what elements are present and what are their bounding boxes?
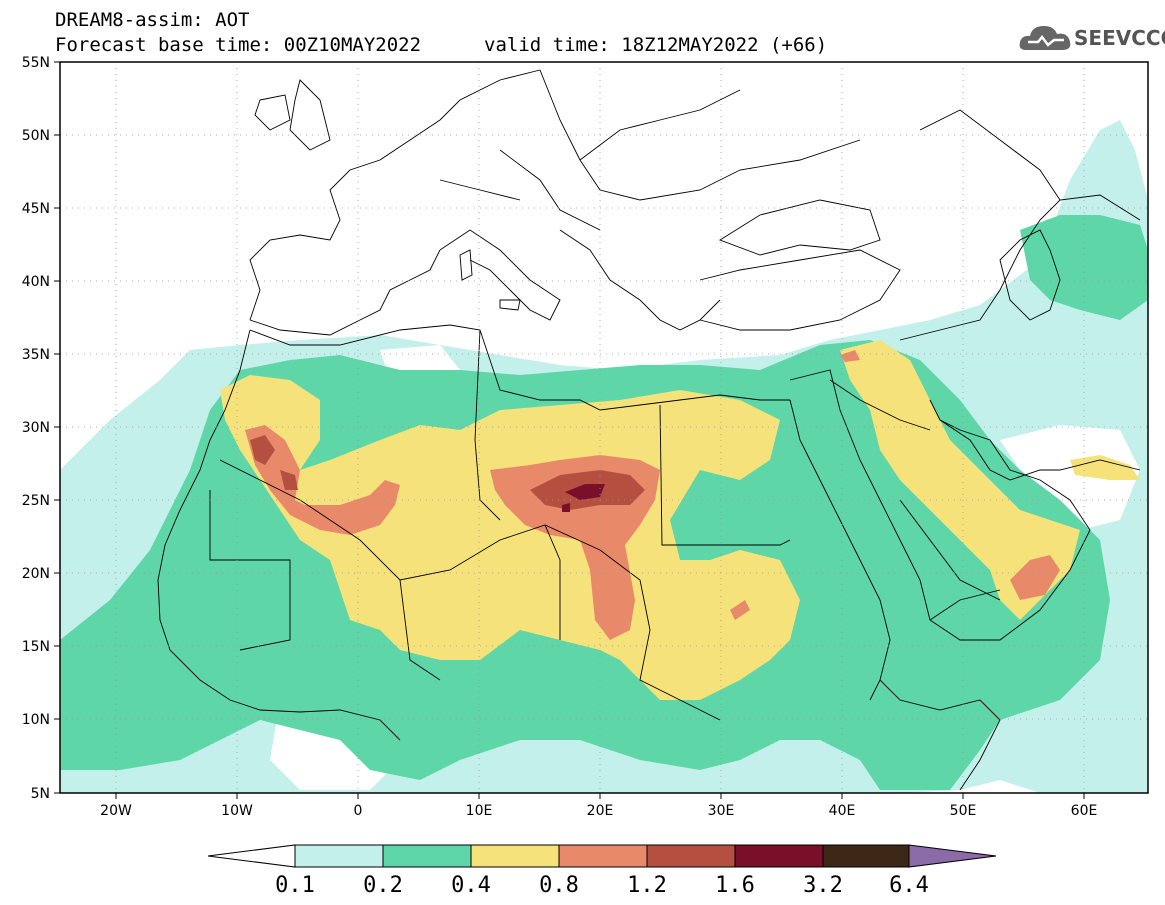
colorbar-label: 3.2 xyxy=(803,873,843,898)
valid-time: valid time: 18Z12MAY2022 (+66) xyxy=(484,34,828,56)
lon-label: 10E xyxy=(466,803,493,819)
lon-label: 40E xyxy=(829,803,856,819)
lat-label: 20N xyxy=(22,566,50,582)
lon-label: 50E xyxy=(950,803,977,819)
lat-label: 55N xyxy=(22,55,50,71)
lat-label: 25N xyxy=(22,493,50,509)
colorbar-segment xyxy=(382,844,472,868)
lat-label: 45N xyxy=(22,201,50,217)
colorbar-label: 0.2 xyxy=(363,873,403,898)
lon-label: 20W xyxy=(100,803,132,819)
colorbar-label: 0.4 xyxy=(451,873,491,898)
latitude-labels: 55N 50N 45N 40N 35N 30N 25N 20N 15N 10N … xyxy=(22,55,50,802)
axis-ticks xyxy=(54,61,1085,799)
colorbar-segment xyxy=(734,844,824,868)
colorbar-left-arrow xyxy=(207,844,296,868)
gridlines xyxy=(60,62,1148,793)
longitude-labels: 20W 10W 0 10E 20E 30E 40E 50E 60E xyxy=(100,803,1097,819)
lat-label: 10N xyxy=(22,712,50,728)
map-title: DREAM8-assim: AOT xyxy=(55,9,250,31)
lon-label: 10W xyxy=(221,803,253,819)
logo-text: SEEVCCC xyxy=(1074,26,1165,50)
lat-label: 30N xyxy=(22,420,50,436)
colorbar-label: 1.2 xyxy=(627,873,667,898)
colorbar-label: 1.6 xyxy=(715,873,755,898)
lon-label: 30E xyxy=(708,803,735,819)
forecast-base-time: Forecast base time: 00Z10MAY2022 xyxy=(55,34,422,56)
aot-shading xyxy=(60,120,1148,793)
seevccc-logo: SEEVCCC xyxy=(1018,20,1165,60)
colorbar-label: 6.4 xyxy=(889,873,929,898)
lon-label: 0 xyxy=(354,803,363,819)
colorbar-segment xyxy=(646,844,736,868)
lat-label: 50N xyxy=(22,128,50,144)
colorbar-right-arrow xyxy=(908,844,997,868)
lat-label: 40N xyxy=(22,274,50,290)
lat-label: 5N xyxy=(31,786,50,802)
colorbar-segment xyxy=(558,844,648,868)
cloud-icon xyxy=(1019,26,1071,50)
colorbar-segment xyxy=(294,844,384,868)
colorbar: 0.1 0.2 0.4 0.8 1.2 1.6 3.2 6.4 xyxy=(207,844,997,898)
lon-label: 20E xyxy=(587,803,614,819)
colorbar-label: 0.1 xyxy=(275,873,315,898)
lat-label: 15N xyxy=(22,639,50,655)
colorbar-segment xyxy=(470,844,560,868)
lon-label: 60E xyxy=(1071,803,1098,819)
colorbar-label: 0.8 xyxy=(539,873,579,898)
coastlines-borders xyxy=(157,69,1141,791)
lat-label: 35N xyxy=(22,347,50,363)
colorbar-segment xyxy=(822,844,910,868)
